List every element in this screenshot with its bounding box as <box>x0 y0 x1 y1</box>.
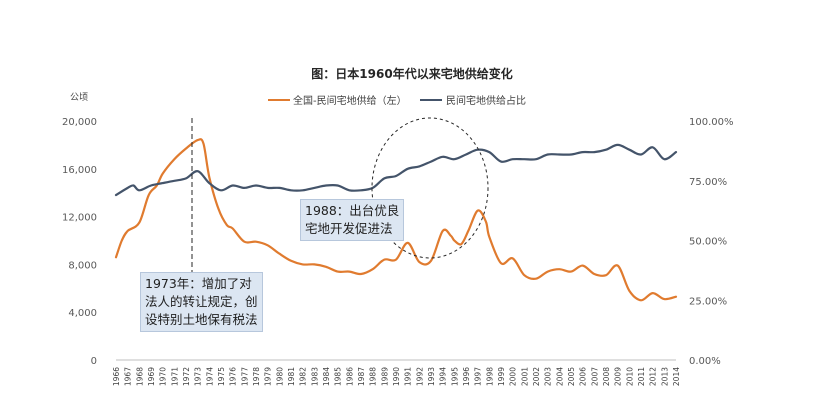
legend-label-share: 民间宅地供给占比 <box>446 94 526 107</box>
x-axis-tick-label: 2000 <box>509 367 518 386</box>
left-axis: 0 4,000 8,000 12,000 16,000 20,000 <box>62 117 97 367</box>
x-axis-tick-label: 1976 <box>229 367 238 386</box>
annotation-1973-line: 1973年：增加了对 <box>145 276 252 291</box>
annotation-1988: 1988：出台优良 宅地开发促进法 <box>300 199 405 241</box>
x-axis-tick-label: 2001 <box>520 367 529 386</box>
x-axis-tick-label: 2014 <box>672 367 681 386</box>
x-axis-tick-label: 1990 <box>392 367 401 386</box>
x-axis-tick-label: 2012 <box>649 367 658 386</box>
chart-title: 图：日本1960年代以来宅地供给变化 <box>311 66 512 81</box>
left-axis-tick-label: 16,000 <box>62 165 97 176</box>
x-axis-tick-label: 1971 <box>170 367 179 386</box>
x-axis-tick-label: 1991 <box>404 367 413 386</box>
x-axis-tick-label: 1998 <box>485 367 494 386</box>
x-axis-tick-label: 1992 <box>415 367 424 386</box>
x-axis-tick-label: 1999 <box>497 367 506 386</box>
x-axis-tick-label: 1972 <box>182 367 191 386</box>
x-axis-tick-label: 2003 <box>544 367 553 386</box>
left-axis-tick-label: 8,000 <box>68 260 97 271</box>
x-axis-tick-label: 1996 <box>462 367 471 386</box>
x-axis-tick-label: 1984 <box>322 367 331 386</box>
left-axis-unit: 公顷 <box>70 92 88 103</box>
x-axis-tick-label: 1997 <box>474 367 483 386</box>
x-axis-tick-label: 1981 <box>287 367 296 386</box>
x-axis-tick-label: 2011 <box>637 367 646 386</box>
x-axis-tick-label: 1980 <box>275 367 284 386</box>
left-axis-tick-label: 4,000 <box>68 308 97 319</box>
annotation-1973: 1973年：增加了对 法人的转让规定，创 设特别土地保有税法 <box>140 272 263 332</box>
left-axis-tick-label: 12,000 <box>62 213 97 224</box>
x-axis-tick-label: 1966 <box>112 367 121 386</box>
series-layer <box>114 138 678 302</box>
x-axis-tick-label: 1995 <box>450 367 459 386</box>
x-axis-tick-label: 1979 <box>264 367 273 386</box>
x-axis-tick-label: 1988 <box>369 367 378 386</box>
x-axis-tick-label: 1983 <box>310 367 319 386</box>
x-axis: 1966 1967 1968 1969 1970 1971 1972 1973 1974 1975… <box>112 367 681 386</box>
x-axis-tick-label: 1994 <box>439 367 448 386</box>
highlight-ellipse-1990s <box>371 117 489 259</box>
right-axis-tick-label: 50.00% <box>689 237 727 248</box>
annotation-1988-line: 宅地开发促进法 <box>305 221 393 236</box>
annotation-1973-line: 法人的转让规定，创 <box>145 294 258 309</box>
x-axis-tick-label: 2002 <box>532 367 541 386</box>
x-axis-tick-label: 1978 <box>252 367 261 386</box>
x-axis-tick-label: 2005 <box>567 367 576 386</box>
x-axis-tick-label: 1970 <box>159 367 168 386</box>
x-axis-tick-label: 1975 <box>217 367 226 386</box>
x-axis-tick-label: 2008 <box>602 367 611 386</box>
right-axis-tick-label: 0.00% <box>689 356 721 367</box>
x-axis-tick-label: 2007 <box>590 367 599 386</box>
right-axis-tick-label: 75.00% <box>689 177 727 188</box>
x-axis-tick-label: 1986 <box>345 367 354 386</box>
annotation-1973-line: 设特别土地保有税法 <box>145 312 258 327</box>
x-axis-tick-label: 1977 <box>240 367 249 386</box>
left-axis-tick-label: 0 <box>91 356 97 367</box>
left-axis-tick-label: 20,000 <box>62 117 97 128</box>
x-axis-tick-label: 1973 <box>194 367 203 386</box>
series-line-private-supply <box>114 138 678 302</box>
x-axis-tick-label: 1974 <box>205 367 214 386</box>
x-axis-tick-label: 2004 <box>555 367 564 386</box>
x-axis-tick-label: 2010 <box>625 367 634 386</box>
x-axis-tick-label: 1993 <box>427 367 436 386</box>
right-axis-tick-label: 100.00% <box>689 117 734 128</box>
x-axis-tick-label: 1967 <box>124 367 133 386</box>
x-axis-tick-label: 1985 <box>334 367 343 386</box>
series-line-private-share <box>114 143 678 197</box>
x-axis-tick-label: 1968 <box>135 367 144 386</box>
x-axis-tick-label: 2013 <box>660 367 669 386</box>
x-axis-tick-label: 2009 <box>614 367 623 386</box>
x-axis-tick-label: 2006 <box>579 367 588 386</box>
legend: 全国-民间宅地供给（左） 民间宅地供给占比 <box>268 94 526 107</box>
x-axis-tick-label: 1987 <box>357 367 366 386</box>
x-axis-tick-label: 1989 <box>380 367 389 386</box>
annotation-1988-line: 1988：出台优良 <box>305 203 400 218</box>
right-axis-tick-label: 25.00% <box>689 296 727 307</box>
x-axis-tick-label: 1982 <box>299 367 308 386</box>
right-axis: 0.00% 25.00% 50.00% 75.00% 100.00% <box>689 117 734 367</box>
x-axis-tick-label: 1969 <box>147 367 156 386</box>
legend-label-supply: 全国-民间宅地供给（左） <box>293 94 407 107</box>
